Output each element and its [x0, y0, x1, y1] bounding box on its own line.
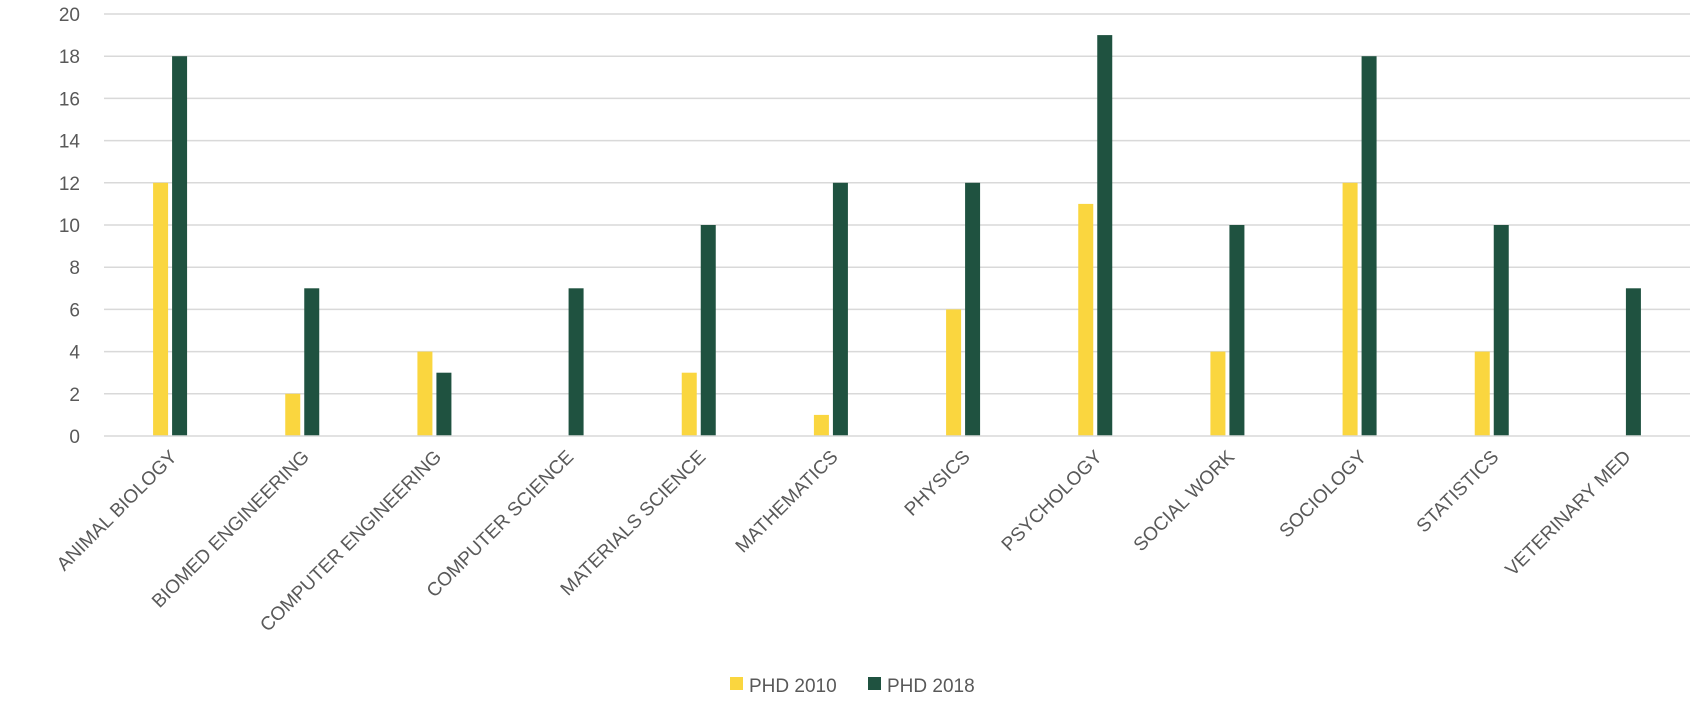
bar-phd-2018	[965, 182, 981, 436]
legend-label: PHD 2010	[749, 676, 837, 697]
y-tick-label: 4	[69, 343, 80, 364]
bar-phd-2018	[1097, 35, 1113, 436]
bar-phd-2010	[813, 414, 829, 436]
bar-phd-2018	[436, 372, 452, 436]
y-tick-label: 12	[59, 174, 80, 195]
bar-phd-2018	[700, 225, 716, 436]
legend-label: PHD 2018	[887, 676, 975, 697]
y-axis-tick-labels: 0 2 4 6 8 10 12 14 16 18 20	[59, 5, 81, 448]
category-label: PSYCHOLOGY	[998, 446, 1107, 555]
category-label: MATERIALS SCIENCE	[557, 447, 710, 600]
bar-phd-2018	[304, 288, 320, 436]
legend: PHD 2010 PHD 2018	[730, 676, 975, 697]
category-label: COMPUTER SCIENCE	[423, 447, 578, 602]
y-tick-label: 16	[59, 89, 80, 110]
bar-phd-2018	[1493, 225, 1509, 436]
bar-phd-2010	[1210, 351, 1226, 436]
category-label: SOCIAL WORK	[1130, 446, 1239, 555]
bar-phd-2018	[172, 56, 188, 436]
gridlines	[104, 13, 1690, 395]
bar-phd-2018	[568, 288, 584, 436]
y-tick-label: 6	[69, 300, 80, 321]
category-label: ANIMAL BIOLOGY	[53, 446, 182, 575]
category-label: MATHEMATICS	[732, 447, 843, 558]
category-label: VETERINARY MED	[1502, 447, 1636, 581]
bar-phd-2010	[681, 372, 697, 436]
y-tick-label: 18	[59, 47, 80, 68]
bar-phd-2010	[285, 393, 301, 436]
bar-phd-2018	[832, 182, 848, 436]
bar-phd-2010	[417, 351, 433, 436]
legend-swatch	[730, 677, 743, 690]
y-tick-label: 10	[59, 216, 80, 237]
y-tick-label: 0	[69, 427, 80, 448]
y-tick-label: 2	[69, 385, 80, 406]
category-label: SOCIOLOGY	[1276, 446, 1372, 542]
bar-phd-2010	[153, 182, 169, 436]
category-label: STATISTICS	[1413, 447, 1503, 537]
category-label: PHYSICS	[901, 447, 975, 521]
y-tick-label: 20	[59, 5, 80, 26]
y-tick-label: 14	[59, 132, 81, 153]
bar-phd-2010	[1474, 351, 1490, 436]
bar-phd-2018	[1625, 288, 1641, 436]
bar-phd-2010	[1342, 182, 1358, 436]
legend-swatch	[868, 677, 881, 690]
bar-phd-2018	[1229, 225, 1245, 436]
bars	[153, 35, 1641, 436]
bar-phd-2010	[1078, 203, 1094, 436]
y-tick-label: 8	[69, 258, 80, 279]
bar-phd-2010	[946, 309, 962, 436]
bar-phd-2018	[1361, 56, 1377, 436]
